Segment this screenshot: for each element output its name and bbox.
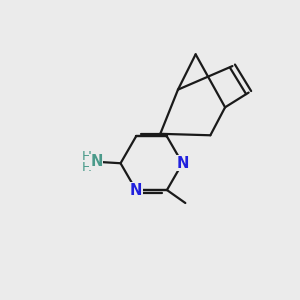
Text: H: H (82, 150, 92, 163)
Text: N: N (90, 154, 103, 169)
Text: N: N (176, 156, 189, 171)
Text: N: N (130, 182, 142, 197)
Text: H: H (82, 160, 92, 174)
